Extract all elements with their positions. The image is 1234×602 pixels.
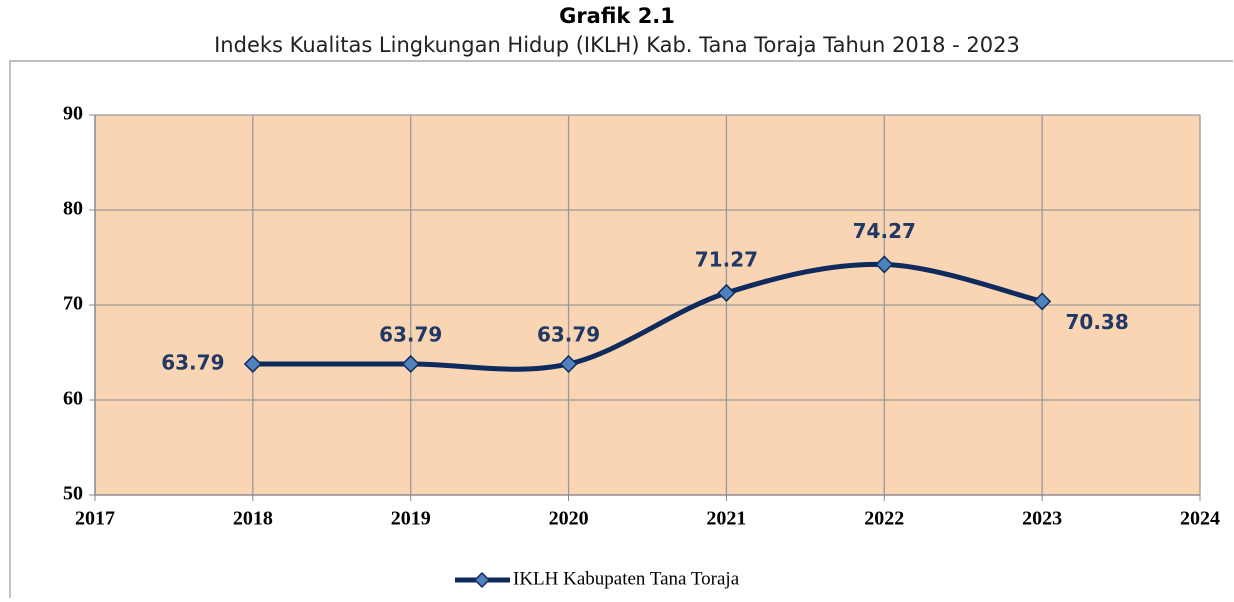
marker — [1033, 292, 1052, 311]
data-label: 63.79 — [379, 322, 442, 346]
data-label: 70.38 — [1066, 310, 1129, 334]
marker — [401, 354, 420, 374]
data-label: 63.79 — [161, 350, 224, 374]
marker — [559, 354, 578, 374]
legend-marker — [473, 571, 491, 589]
x-tick-label: 2020 — [549, 508, 589, 530]
data-label: 71.27 — [695, 247, 758, 271]
chart-subtitle: Indeks Kualitas Lingkungan Hidup (IKLH) … — [214, 33, 1020, 57]
x-tick-label: 2017 — [75, 508, 115, 530]
x-tick-label: 2019 — [391, 508, 431, 530]
x-tick-label: 2021 — [706, 508, 746, 530]
marker — [717, 283, 736, 302]
data-label: 63.79 — [537, 322, 600, 346]
series-line — [252, 261, 1043, 372]
data-label: 74.27 — [853, 219, 916, 243]
y-tick-label: 70 — [63, 293, 83, 315]
x-tick-label: 2022 — [864, 508, 904, 530]
legend-label: IKLH Kabupaten Tana Toraja — [513, 568, 740, 589]
x-tick-label: 2018 — [233, 508, 273, 530]
x-tick-label: 2024 — [1180, 508, 1220, 530]
y-tick-label: 50 — [63, 483, 83, 505]
y-tick-label: 60 — [63, 388, 83, 410]
chart-border — [9, 60, 1233, 598]
x-tick-label: 2023 — [1022, 508, 1062, 530]
marker — [875, 255, 894, 274]
marker — [243, 354, 262, 374]
y-tick-label: 90 — [63, 103, 83, 125]
chart-title: Grafik 2.1 — [559, 4, 675, 28]
y-tick-label: 80 — [63, 198, 83, 220]
